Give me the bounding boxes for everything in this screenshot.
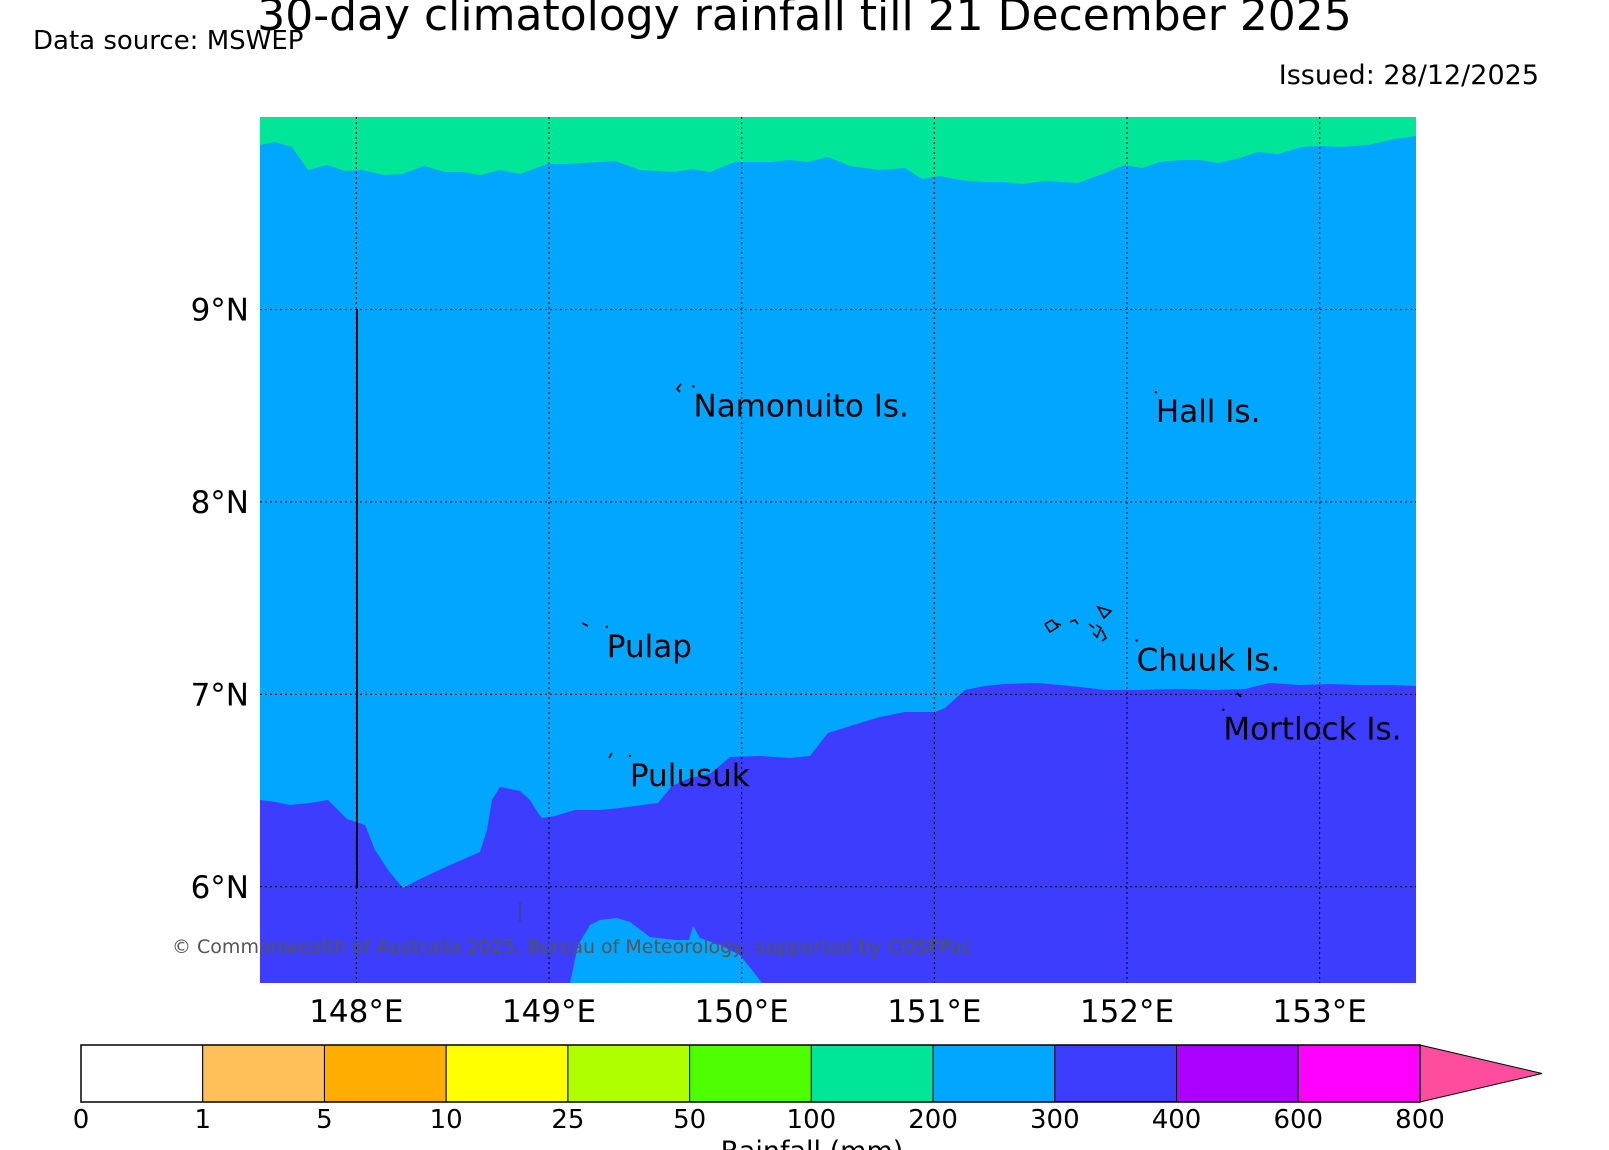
place-marker — [1154, 390, 1158, 394]
place-marker — [628, 754, 632, 758]
colorbar-tick-label: 100 — [787, 1105, 837, 1135]
colorbar-tick-label: 0 — [73, 1105, 90, 1135]
colorbar-segment — [810, 1044, 934, 1103]
islands — [581, 383, 1242, 759]
place-marker — [605, 625, 608, 629]
place-label: Pulusuk — [630, 758, 750, 794]
colorbar-extend-arrow — [1419, 1044, 1543, 1103]
pulap-island-outline — [581, 622, 589, 627]
place-marker — [1222, 708, 1225, 711]
rainfall-field — [260, 117, 1416, 983]
colorbar-tick-label: 400 — [1152, 1105, 1202, 1135]
colorbar-tick-label: 1 — [194, 1105, 211, 1135]
lat-tick-label: 9°N — [191, 292, 249, 328]
lat-tick-label: 6°N — [191, 870, 249, 906]
data-source-label: Data source: MSWEP — [33, 26, 304, 56]
place-marker — [1135, 639, 1138, 642]
place-label: Namonuito Is. — [694, 388, 909, 424]
colorbar-segment — [689, 1044, 812, 1103]
lon-tick-label: 148°E — [309, 994, 403, 1030]
colorbar-segment — [202, 1044, 325, 1103]
place-label: Chuuk Is. — [1137, 642, 1281, 678]
colorbar-tick-label: 300 — [1030, 1105, 1080, 1135]
colorbar-segment — [1054, 1044, 1178, 1103]
colorbar-segment — [932, 1044, 1056, 1103]
lon-tick-label: 150°E — [695, 994, 789, 1030]
colorbar-frame — [80, 1044, 1421, 1103]
colorbar-tick-label: 5 — [316, 1105, 333, 1135]
colorbar-tick-label: 10 — [430, 1105, 463, 1135]
lon-tick-label: 152°E — [1080, 994, 1174, 1030]
colorbar-tick-label: 200 — [908, 1105, 958, 1135]
place-labels: Namonuito Is. Hall Is. Pulap Chuuk Is. Mortl… — [605, 385, 1402, 794]
lat-tick-label: 8°N — [191, 485, 249, 521]
chuuk-lagoon-outline — [1044, 605, 1113, 642]
place-label: Hall Is. — [1156, 394, 1261, 430]
colorbar-tick-label: 50 — [673, 1105, 706, 1135]
colorbar-tick-label: 600 — [1273, 1105, 1323, 1135]
colorbar-segment — [1297, 1044, 1421, 1103]
lon-tick-label: 149°E — [502, 994, 596, 1030]
lat-tick-label: 7°N — [191, 677, 249, 713]
place-label: Pulap — [607, 629, 692, 665]
colorbar-segment — [445, 1044, 569, 1103]
colorbar: 0 1 5 10 25 50 100 200 300 400 600 800 Rainfall (mm) — [73, 1044, 1543, 1150]
colorbar-segment — [1176, 1044, 1299, 1103]
copyright-notice: © Commonwealth of Australia 2025, Bureau… — [172, 936, 973, 958]
colorbar-segment — [80, 1044, 204, 1103]
colorbar-tick-label: 25 — [551, 1105, 584, 1135]
place-label: Mortlock Is. — [1223, 712, 1401, 748]
namonuito-island-outline — [675, 383, 682, 393]
colorbar-tick-label: 800 — [1395, 1105, 1445, 1135]
mortlock-island-outline — [1236, 692, 1242, 698]
pulusuk-island-outline — [608, 752, 613, 759]
axis-tick-labels: 148°E 149°E 150°E 151°E 152°E 153°E 6°N 7°N 8°N 9… — [191, 292, 1367, 1030]
colorbar-label: Rainfall (mm) — [721, 1136, 904, 1150]
lon-tick-label: 151°E — [887, 994, 981, 1030]
map-title: 30-day climatology rainfall till 21 Dece… — [257, 0, 1352, 41]
colorbar-segment — [323, 1044, 447, 1103]
colorbar-segment — [567, 1044, 691, 1103]
place-marker — [692, 385, 695, 388]
issued-date: Issued: 28/12/2025 — [1278, 60, 1539, 91]
lon-tick-label: 153°E — [1273, 994, 1367, 1030]
